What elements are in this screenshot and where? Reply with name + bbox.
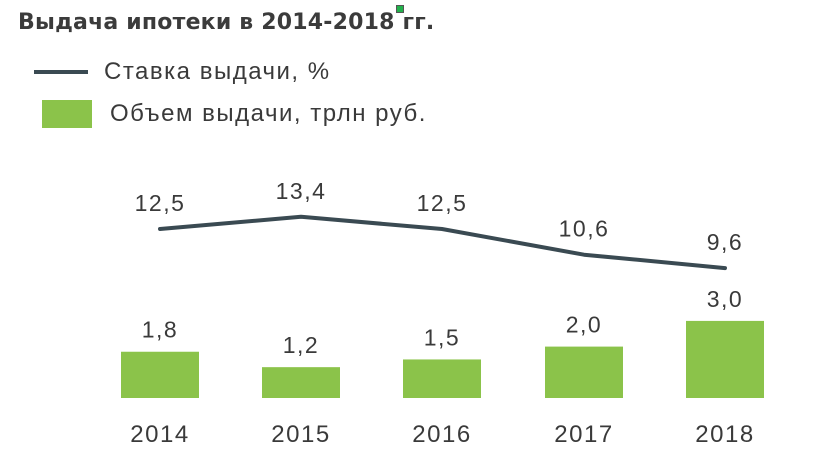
legend-bar-swatch (42, 100, 92, 128)
legend-item-volume: Объем выдачи, трлн руб. (34, 100, 427, 128)
rate-value-label: 10,6 (559, 216, 610, 242)
x-tick-label: 2014 (130, 421, 189, 448)
legend-item-rate: Ставка выдачи, % (34, 58, 331, 86)
bar (403, 359, 481, 398)
chart-title: Выдача ипотеки в 2014-2018 гг. (18, 10, 435, 35)
legend-label-rate: Ставка выдачи, % (104, 58, 331, 85)
bar (121, 351, 199, 398)
bar-value-label: 1,2 (283, 332, 319, 358)
bar-value-label: 2,0 (566, 312, 602, 338)
legend-line-swatch (34, 70, 88, 74)
rate-line (158, 214, 727, 271)
rate-value-label: 9,6 (707, 229, 743, 255)
x-tick-label: 2017 (554, 421, 613, 448)
bar (686, 320, 764, 398)
bar-value-label: 1,5 (424, 324, 460, 350)
rate-value-label: 13,4 (276, 178, 327, 204)
x-tick-label: 2018 (695, 421, 754, 448)
x-tick-label: 2016 (412, 421, 471, 448)
rate-value-label: 12,5 (417, 190, 468, 216)
legend-label-volume: Объем выдачи, трлн руб. (110, 100, 427, 127)
bar-value-label: 3,0 (707, 286, 743, 312)
bar (545, 346, 623, 398)
selection-handle-icon (396, 5, 404, 13)
x-tick-label: 2015 (271, 421, 330, 448)
bar (262, 367, 340, 398)
bar-value-label: 1,8 (142, 317, 178, 343)
rate-value-label: 12,5 (135, 190, 186, 216)
